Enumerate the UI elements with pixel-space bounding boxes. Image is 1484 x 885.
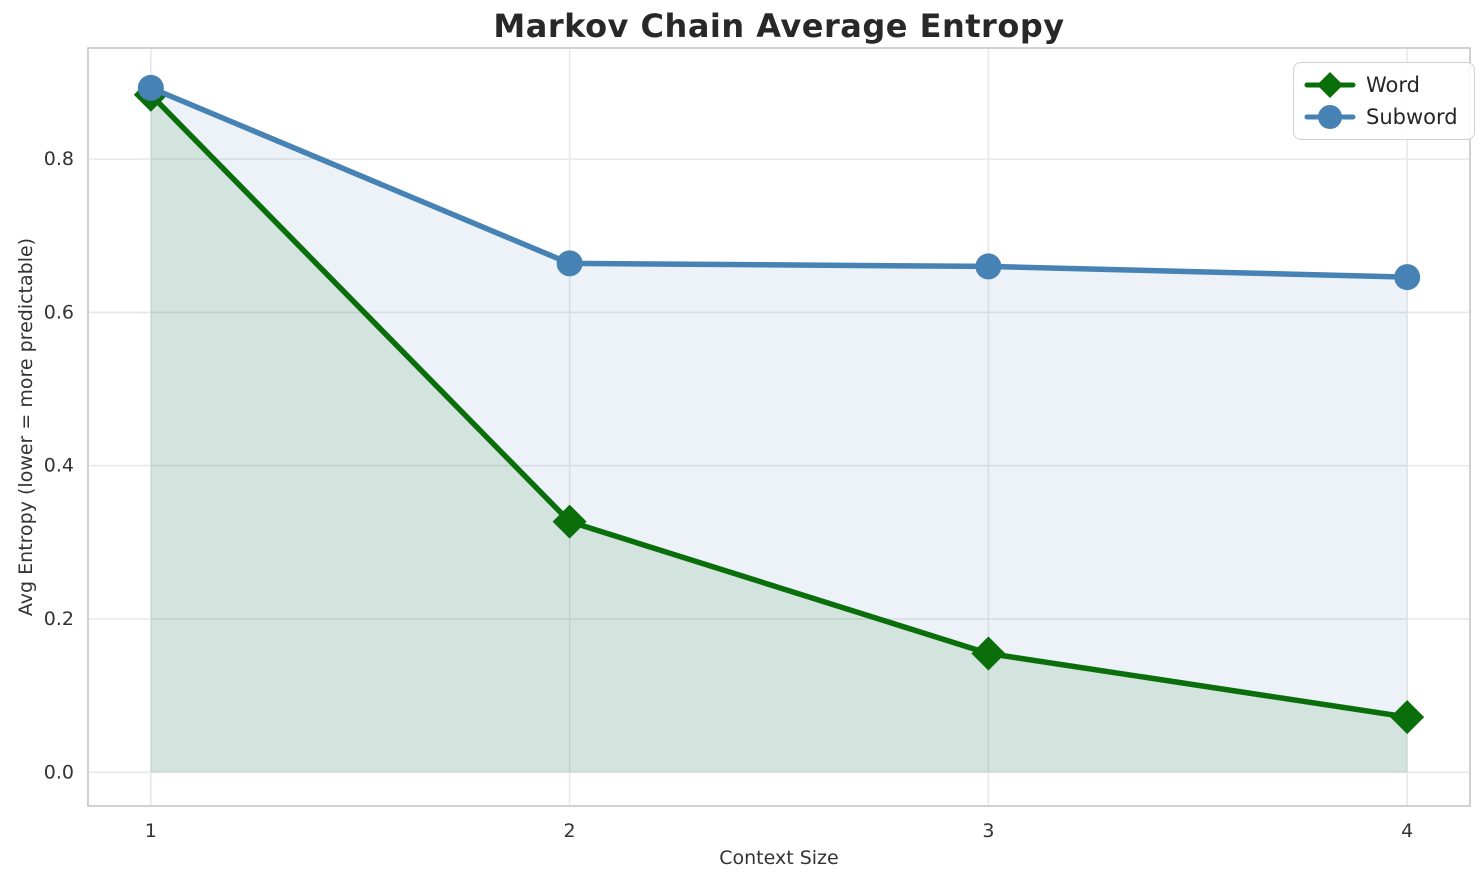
word-diamond-marker-icon: [1304, 72, 1356, 98]
y-axis-label: Avg Entropy (lower = more predictable): [15, 237, 37, 617]
area-fill-subword: [150, 87, 1408, 773]
legend-label-subword: Subword: [1366, 105, 1458, 129]
x-tick-label: 4: [1401, 820, 1413, 842]
series-line-word: [148, 92, 1410, 720]
legend: Word Subword: [1293, 62, 1475, 140]
data-point-word: [552, 504, 587, 539]
data-point-subword: [137, 74, 164, 101]
x-tick-label: 1: [145, 820, 157, 842]
data-point-word: [971, 636, 1006, 671]
legend-item-subword: Subword: [1304, 102, 1458, 132]
subword-circle-marker-icon: [1304, 105, 1356, 129]
data-point-subword: [975, 253, 1002, 280]
x-tick-label: 3: [982, 820, 994, 842]
y-tick-label: 0.8: [44, 148, 74, 170]
data-point-subword: [1394, 264, 1421, 291]
y-tick-label: 0.2: [44, 608, 74, 630]
chart-title: Markov Chain Average Entropy: [493, 7, 1065, 45]
x-tick-label: 2: [564, 820, 576, 842]
data-point-word: [1390, 700, 1425, 735]
plot-border: [87, 47, 1471, 807]
y-tick-label: 0.6: [44, 301, 74, 323]
y-tick-label: 0.4: [44, 455, 74, 477]
data-point-subword: [556, 250, 583, 277]
legend-item-word: Word: [1304, 70, 1458, 100]
series-line-subword: [148, 85, 1410, 280]
x-axis-label: Context Size: [719, 847, 839, 869]
y-tick-label: 0.0: [44, 761, 74, 783]
legend-label-word: Word: [1366, 73, 1420, 97]
area-fill-word: [150, 94, 1408, 773]
